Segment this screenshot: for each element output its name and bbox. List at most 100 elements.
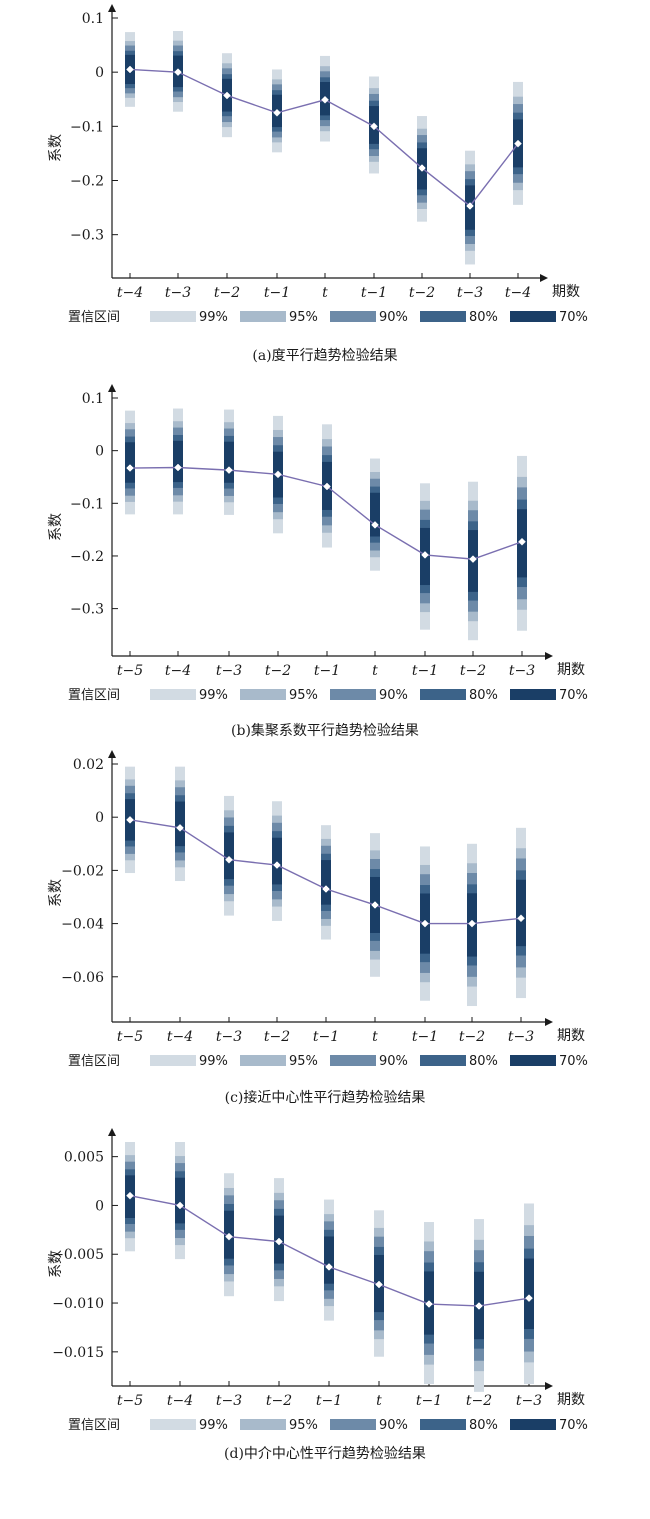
legend-swatch-90pct	[330, 1055, 376, 1066]
legend-swatch-99pct	[150, 311, 196, 322]
chart-panel-b: 0.1 0 −0.1 −0.2 −0.3 系数 t−5 t−4 t−3 t−2 t−1 t t−1 t−2…	[0, 378, 650, 708]
y-tick-label: −0.3	[70, 228, 104, 244]
x-tick-label: t−4	[117, 285, 143, 301]
x-tick-label: t	[372, 663, 378, 679]
ci-band-70pct	[272, 837, 282, 885]
data-point-marker	[126, 816, 134, 824]
chart-panel-a: 0.1 0 −0.1 −0.2 −0.3 系数 t−4 t−3 t−2 t−1 t t−1 t−2 t−3…	[0, 0, 650, 340]
ci-band-70pct	[175, 1177, 185, 1224]
x-tick-label: t−2	[459, 1029, 485, 1045]
x-tick-label: t−3	[216, 1029, 242, 1045]
ci-bar-group	[324, 1199, 334, 1321]
legend-label: 99%	[199, 310, 228, 325]
x-tick-label: t−5	[117, 1029, 143, 1045]
data-point-marker	[273, 861, 281, 869]
y-axis-arrow	[108, 384, 116, 392]
data-point-marker	[321, 95, 329, 104]
x-tick-label: t−3	[216, 663, 242, 679]
legend-swatch-90pct	[330, 311, 376, 322]
ci-band-70pct	[173, 440, 183, 483]
ci-band-70pct	[175, 801, 185, 847]
legend-swatch-99pct	[150, 1055, 196, 1066]
x-tick-label: t−3	[457, 285, 483, 301]
x-tick-label: t−4	[165, 663, 191, 679]
y-tick-label: −0.04	[61, 917, 104, 933]
legend-label: 70%	[559, 1418, 588, 1433]
y-tick-label: −0.1	[70, 496, 104, 512]
x-tick-label: t−2	[266, 1393, 292, 1409]
data-point-marker	[274, 470, 282, 479]
data-point-marker	[371, 901, 379, 909]
ci-bar-group	[175, 1142, 185, 1260]
data-point-marker	[126, 65, 134, 74]
legend-swatch-70pct	[510, 689, 556, 700]
data-point-marker	[126, 1191, 134, 1200]
ci-bar-group	[224, 795, 234, 916]
y-tick-label: 0	[95, 65, 104, 81]
legend-swatch-70pct	[510, 1419, 556, 1430]
x-axis-label: 期数	[557, 1392, 585, 1408]
data-point-marker	[475, 1302, 483, 1310]
y-tick-label: −0.2	[70, 174, 104, 190]
x-tick-label: t−3	[216, 1393, 242, 1409]
data-point-marker	[370, 122, 378, 131]
caption-c: (c)接近中心性平行趋势检验结果	[224, 1090, 426, 1106]
x-tick-label: t	[376, 1393, 382, 1409]
ci-bar-group	[516, 827, 526, 999]
caption-a: (a)度平行趋势检验结果	[252, 348, 398, 364]
y-tick-label: −0.010	[52, 1296, 104, 1312]
data-point-marker	[275, 1237, 283, 1246]
legend-swatch-99pct	[150, 689, 196, 700]
legend-swatch-80pct	[420, 689, 466, 700]
x-tick-label: t−1	[314, 663, 340, 679]
y-tick-label: −0.3	[70, 602, 104, 618]
legend-swatch-70pct	[510, 311, 556, 322]
x-tick-label: t−5	[117, 663, 143, 679]
data-point-marker	[418, 164, 426, 172]
y-tick-label: 0	[95, 810, 104, 826]
legend-label: 70%	[559, 310, 588, 325]
y-axis-label: 系数	[48, 1250, 64, 1278]
legend-title: 置信区间	[68, 1418, 120, 1433]
x-tick-label: t−3	[165, 285, 191, 301]
y-axis-arrow	[108, 750, 116, 758]
data-point-marker	[371, 521, 379, 529]
x-axis-label: 期数	[557, 662, 585, 678]
data-point-marker	[325, 1263, 333, 1271]
chart-svg-b: 0.1 0 −0.1 −0.2 −0.3 系数 t−5 t−4 t−3 t−2 t−1 t t−1 t−2…	[48, 384, 588, 703]
legend-label: 95%	[289, 1418, 318, 1433]
x-tick-label: t−4	[167, 1029, 193, 1045]
chart-svg-d: 0.005 0 −0.005 −0.010 −0.015 系数 t−5 t−4 t−3 t−2 t−…	[48, 1128, 588, 1433]
y-axis-label: 系数	[48, 879, 64, 907]
x-tick-label: t−1	[313, 1029, 339, 1045]
y-tick-label: 0	[95, 1198, 104, 1214]
legend-label: 70%	[559, 688, 588, 703]
x-axis-arrow	[545, 652, 553, 660]
x-tick-label: t−1	[361, 285, 387, 301]
data-point-marker	[126, 464, 134, 472]
ci-band-70pct	[321, 860, 331, 905]
data-point-marker	[421, 551, 429, 559]
legend-title: 置信区间	[68, 1054, 120, 1069]
ci-bar-group	[272, 801, 282, 921]
x-tick-label: t−1	[412, 1029, 438, 1045]
x-axis-arrow	[545, 1018, 553, 1026]
data-point-marker	[323, 482, 331, 491]
ci-band-70pct	[324, 1236, 334, 1284]
data-point-marker	[469, 555, 477, 563]
x-axis-label: 期数	[552, 284, 580, 300]
data-point-marker	[174, 68, 182, 77]
legend-label: 80%	[469, 1418, 498, 1433]
chart-panel-d: 0.005 0 −0.005 −0.010 −0.015 系数 t−5 t−4 t−3 t−2 t−…	[0, 1122, 650, 1452]
data-point-marker	[273, 108, 281, 117]
x-tick-label: t−2	[460, 663, 486, 679]
ci-bar-group	[524, 1203, 534, 1385]
y-tick-label: −0.2	[70, 549, 104, 565]
y-tick-label: 0	[95, 444, 104, 460]
legend-label: 99%	[199, 1418, 228, 1433]
legend-swatch-80pct	[420, 1419, 466, 1430]
ci-bar-group	[175, 766, 185, 882]
x-tick-label: t−2	[264, 1029, 290, 1045]
y-tick-label: 0.02	[73, 757, 104, 773]
ci-band-70pct	[125, 442, 135, 483]
